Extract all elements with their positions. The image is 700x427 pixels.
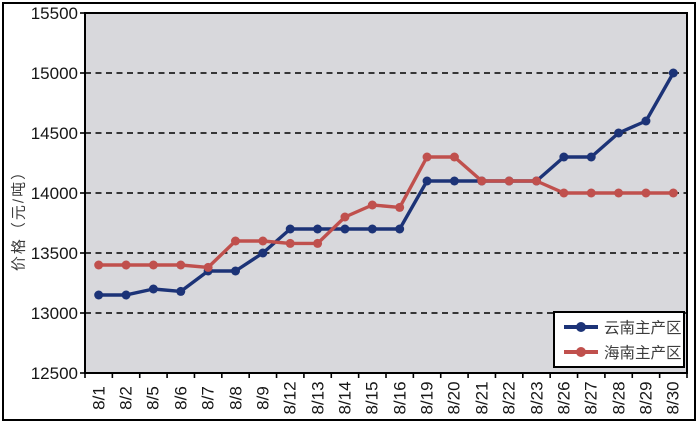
data-point-marker	[121, 290, 131, 300]
x-tick-label: 8/6	[171, 386, 191, 410]
y-tick-label: 14000	[30, 184, 78, 203]
x-tick-label: 8/9	[253, 386, 273, 410]
data-point-marker	[641, 116, 651, 126]
data-point-marker	[641, 188, 651, 198]
x-tick-label: 8/16	[390, 381, 410, 415]
legend-item-yunnan: 云南主产区	[564, 316, 683, 338]
x-tick-label: 8/28	[609, 381, 629, 415]
data-point-marker	[148, 284, 158, 294]
x-tick-label: 8/26	[554, 381, 574, 415]
data-point-marker	[231, 266, 240, 276]
circle-marker-icon	[576, 346, 586, 357]
legend-label-yunnan: 云南主产区	[604, 320, 682, 337]
y-tick-label: 12500	[30, 364, 78, 383]
x-tick-label: 8/5	[143, 386, 163, 410]
data-point-marker	[614, 188, 624, 198]
data-point-marker	[285, 224, 295, 234]
data-point-marker	[313, 238, 323, 248]
x-tick-label: 8/14	[335, 381, 355, 415]
x-tick-label: 8/13	[308, 381, 328, 415]
data-point-marker	[668, 68, 678, 78]
data-point-marker	[367, 224, 377, 234]
data-point-marker	[176, 260, 186, 270]
x-tick-label: 8/12	[280, 381, 300, 415]
line-marker-swatch-yunnan	[564, 321, 598, 332]
data-point-marker	[313, 224, 323, 234]
x-tick-label: 8/23	[527, 381, 546, 415]
y-tick-label: 15000	[30, 64, 78, 83]
data-point-marker	[94, 260, 104, 270]
data-point-marker	[340, 224, 350, 234]
data-point-marker	[258, 236, 268, 246]
x-tick-label: 8/19	[417, 381, 437, 415]
x-tick-label: 8/2	[116, 386, 136, 410]
x-tick-label: 8/20	[444, 381, 464, 415]
x-tick-label: 8/1	[89, 386, 109, 410]
data-point-marker	[586, 188, 596, 198]
data-point-marker	[477, 176, 487, 186]
x-tick-label: 8/22	[499, 381, 519, 415]
data-point-marker	[285, 238, 295, 248]
data-point-marker	[148, 260, 158, 270]
x-tick-label: 8/21	[472, 381, 492, 415]
data-point-marker	[203, 262, 213, 272]
data-point-marker	[367, 200, 377, 210]
x-tick-label: 8/8	[226, 386, 245, 410]
data-point-marker	[449, 176, 459, 186]
data-point-marker	[422, 176, 432, 186]
legend-item-hainan: 海南主产区	[564, 341, 683, 363]
x-tick-label: 8/29	[636, 381, 656, 415]
legend-label-hainan: 海南主产区	[604, 345, 682, 362]
data-point-marker	[532, 176, 541, 186]
data-point-marker	[176, 286, 186, 296]
plot-border	[84, 12, 688, 374]
data-point-marker	[559, 188, 569, 198]
x-tick-label: 8/27	[581, 381, 601, 415]
data-point-marker	[422, 152, 432, 162]
x-tick-label: 8/15	[362, 381, 382, 415]
data-point-marker	[586, 152, 596, 162]
data-point-marker	[504, 176, 514, 186]
data-point-marker	[258, 248, 268, 258]
data-point-marker	[559, 152, 569, 162]
data-point-marker	[231, 236, 240, 246]
line-marker-swatch-hainan	[564, 346, 598, 357]
y-tick-label: 14500	[30, 124, 78, 143]
data-point-marker	[668, 188, 678, 198]
y-tick-label: 13000	[30, 304, 78, 323]
legend: 云南主产区 海南主产区	[553, 311, 685, 368]
data-point-marker	[449, 152, 459, 162]
series-line-1	[96, 155, 675, 270]
data-point-marker	[395, 202, 405, 212]
data-point-marker	[340, 212, 350, 222]
series-line-0	[96, 71, 675, 297]
x-tick-label: 8/30	[663, 381, 683, 415]
y-tick-label: 15500	[30, 4, 78, 23]
data-point-marker	[121, 260, 131, 270]
circle-marker-icon	[576, 321, 586, 332]
data-point-marker	[395, 224, 405, 234]
data-point-marker	[94, 290, 104, 300]
x-tick-label: 8/7	[198, 386, 218, 410]
data-point-marker	[614, 128, 624, 138]
y-tick-label: 13500	[30, 244, 78, 263]
